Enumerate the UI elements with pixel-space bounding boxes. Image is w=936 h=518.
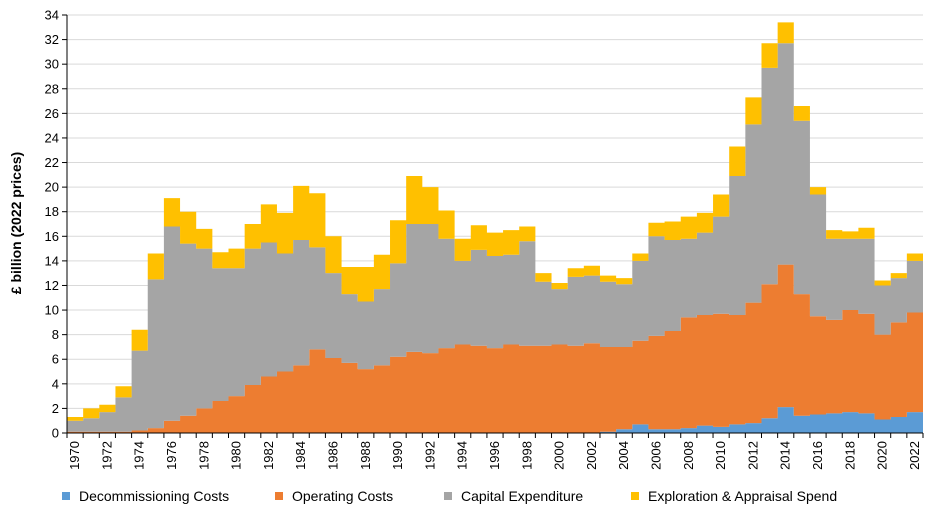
- legend-swatch-exploration-appraisal-spend: [631, 492, 639, 500]
- x-tick-label: 1978: [196, 441, 211, 470]
- x-tick-label: 1986: [325, 441, 340, 470]
- x-tick-label: 2016: [810, 441, 825, 470]
- x-tick-label: 1974: [132, 441, 147, 470]
- x-axis-ticks: 1970 1972 1974 1976 1978 1980 1982 1984 1986 1988…: [66, 433, 924, 470]
- axes: [66, 15, 923, 434]
- y-axis-label: £ billion (2022 prices): [8, 152, 24, 294]
- x-tick-label: 1982: [261, 441, 276, 470]
- legend-label-operating-costs: Operating Costs: [292, 488, 393, 504]
- x-tick-label: 2008: [681, 441, 696, 470]
- y-tick-label: 10: [45, 303, 59, 318]
- x-tick-label: 1992: [422, 441, 437, 470]
- x-tick-label: 1990: [390, 441, 405, 470]
- x-tick-label: 1988: [358, 441, 373, 470]
- y-tick-label: 16: [45, 229, 59, 244]
- y-tick-label: 12: [45, 278, 59, 293]
- x-tick-label: 2014: [778, 441, 793, 470]
- y-tick-label: 4: [52, 376, 59, 391]
- legend-label-exploration-appraisal-spend: Exploration & Appraisal Spend: [648, 488, 837, 504]
- x-tick-label: 1976: [164, 441, 179, 470]
- x-tick-label: 2000: [552, 441, 567, 470]
- x-tick-label: 1972: [99, 441, 114, 470]
- legend-swatch-capital-expenditure: [444, 492, 452, 500]
- y-tick-label: 8: [52, 327, 59, 342]
- x-tick-label: 2022: [907, 441, 922, 470]
- x-tick-label: 1994: [455, 441, 470, 470]
- y-tick-label: 34: [45, 8, 59, 23]
- y-tick-label: 14: [45, 253, 59, 268]
- x-tick-label: 1970: [67, 441, 82, 470]
- x-tick-label: 2012: [745, 441, 760, 470]
- x-tick-label: 1980: [229, 441, 244, 470]
- y-tick-label: 2: [52, 401, 59, 416]
- x-tick-label: 2004: [616, 441, 631, 470]
- y-tick-label: 30: [45, 57, 59, 72]
- y-tick-label: 6: [52, 352, 59, 367]
- y-tick-label: 22: [45, 155, 59, 170]
- y-tick-label: 26: [45, 106, 59, 121]
- x-tick-label: 2002: [584, 441, 599, 470]
- series-areas: [67, 22, 923, 433]
- area-decommissioning-costs: [67, 407, 923, 433]
- legend-swatch-operating-costs: [275, 492, 283, 500]
- x-tick-label: 1998: [519, 441, 534, 470]
- y-tick-label: 24: [45, 130, 59, 145]
- y-tick-label: 18: [45, 204, 59, 219]
- y-tick-label: 20: [45, 180, 59, 195]
- y-tick-label: 32: [45, 32, 59, 47]
- x-tick-label: 2018: [842, 441, 857, 470]
- x-tick-label: 1984: [293, 441, 308, 470]
- legend-label-capital-expenditure: Capital Expenditure: [461, 488, 583, 504]
- area-operating-costs: [67, 264, 923, 433]
- x-tick-label: 2010: [713, 441, 728, 470]
- x-tick-label: 2020: [875, 441, 890, 470]
- area-capital-expenditure: [67, 43, 923, 432]
- x-tick-label: 1996: [487, 441, 502, 470]
- y-tick-label: 28: [45, 81, 59, 96]
- legend: Decommissioning Costs Operating Costs Capi…: [62, 488, 837, 504]
- x-tick-label: 2006: [649, 441, 664, 470]
- y-tick-label: 0: [52, 426, 59, 441]
- legend-swatch-decommissioning-costs: [62, 492, 70, 500]
- legend-label-decommissioning-costs: Decommissioning Costs: [79, 488, 229, 504]
